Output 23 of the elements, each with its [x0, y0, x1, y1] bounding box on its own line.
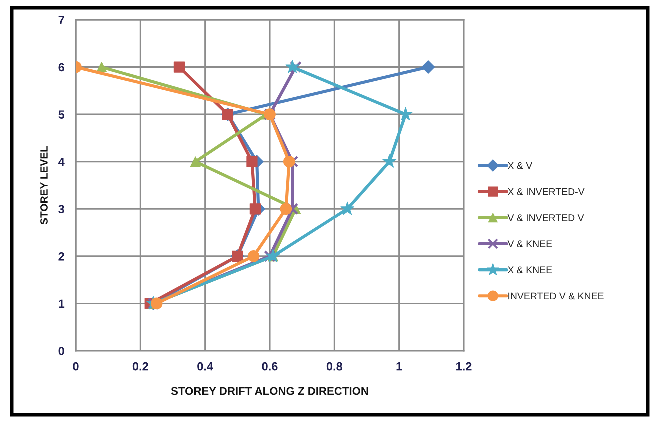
y-tick-label: 5 — [58, 110, 65, 119]
x-tick-label: 1.2 — [456, 362, 472, 371]
x-tick-label: 1 — [396, 362, 402, 371]
legend-label: X & KNEE — [508, 266, 552, 274]
y-tick-label: 6 — [58, 63, 64, 72]
y-tick-label: 1 — [59, 300, 65, 308]
x-tick-label: 0 — [73, 362, 79, 371]
y-tick-label: 0 — [58, 347, 64, 356]
legend-label: X & INVERTED-V — [508, 188, 585, 196]
y-axis-title: STOREY LEVEL — [40, 146, 48, 225]
y-tick-label: 2 — [58, 252, 64, 261]
legend-label: INVERTED V & KNEE — [508, 292, 604, 300]
x-tick-label: 0.8 — [326, 362, 343, 371]
legend-label: X & V — [508, 162, 533, 170]
x-tick-label: 0.6 — [262, 362, 278, 371]
x-tick-label: 0.4 — [198, 362, 214, 371]
y-tick-label: 4 — [58, 158, 65, 166]
x-tick-label: 0.2 — [132, 362, 148, 371]
x-axis-title: STOREY DRIFT ALONG Z DIRECTION — [171, 387, 368, 396]
legend-label: V & INVERTED V — [508, 214, 584, 222]
y-tick-label: 7 — [58, 16, 64, 24]
y-tick-label: 3 — [58, 205, 64, 214]
legend-label: V & KNEE — [508, 240, 552, 248]
